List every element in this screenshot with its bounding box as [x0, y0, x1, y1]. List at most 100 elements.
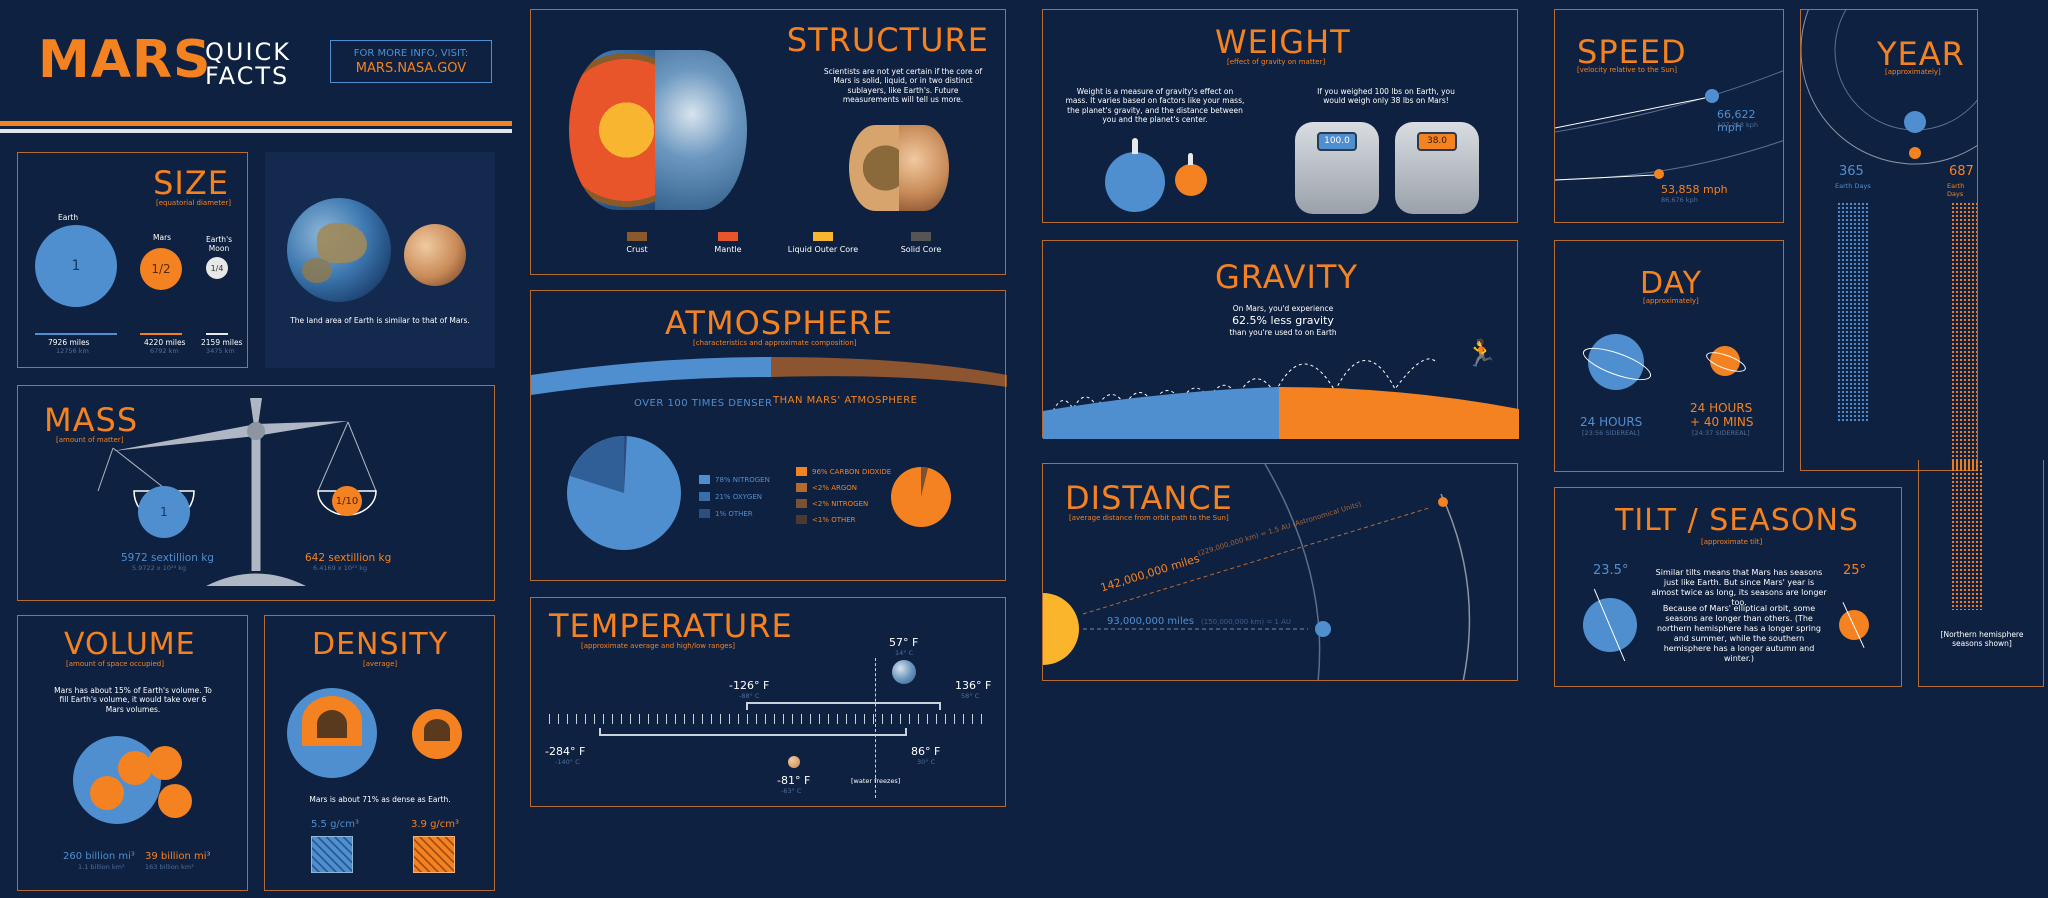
- mars-miles: 4220 miles: [144, 338, 186, 347]
- gravity-line1: On Mars, you'd experience: [1232, 304, 1334, 313]
- person-on-mars-icon: [1188, 153, 1193, 165]
- mars-volume-sphere-3: [158, 784, 192, 818]
- atmosphere-panel: ATMOSPHERE [characteristics and approxim…: [530, 290, 1007, 581]
- earth-mass-sci: 5.9722 x 10²⁴ kg: [132, 564, 187, 572]
- mars-speed-kph: 86,676 kph: [1661, 196, 1698, 204]
- earth-density-value: 5.5 g/cm³: [311, 819, 360, 830]
- moon-label: Earth's Moon: [205, 235, 233, 254]
- volume-subtitle: [amount of space occupied]: [66, 660, 164, 668]
- legend-solid-core: Solid Core: [891, 232, 951, 254]
- earth-scale: 100.0: [1295, 122, 1379, 214]
- earth-structure-globe-right: [655, 50, 747, 210]
- year-orbits: [1801, 10, 1977, 165]
- earth-circle: 1: [35, 225, 117, 307]
- mass-panel: MASS [amount of matter] 1 1/10 5972 sext…: [17, 385, 495, 601]
- volume-panel: VOLUME [amount of space occupied] Mars h…: [17, 615, 248, 891]
- volume-text: Mars has about 15% of Earth's volume. To…: [54, 686, 212, 714]
- speed-subtitle: [velocity relative to the Sun]: [1577, 66, 1677, 74]
- year-note: [Northern hemisphere seasons shown]: [1940, 630, 2024, 649]
- mars-atmo-legend-item: <2% NITROGEN: [796, 499, 891, 508]
- speed-panel: SPEED [velocity relative to the Sun] 66,…: [1554, 9, 1784, 223]
- mars-size-value: 1/2: [151, 262, 171, 276]
- mars-mass-text: 642 sextillion kg: [305, 552, 392, 564]
- earth-low-f: -126° F: [729, 679, 770, 692]
- structure-legend: Crust Mantle Liquid Outer Core Solid Cor…: [583, 232, 983, 262]
- header-stripe-orange: [0, 121, 512, 126]
- earth-atmo-legend-item: 78% NITROGEN: [699, 475, 770, 484]
- earth-avg-f: 57° F: [889, 636, 919, 649]
- mars-circle: 1/2: [140, 248, 182, 290]
- title-quick: QUICK: [205, 38, 292, 66]
- earth-distance-km: (150,000,000 km) = 1 AU: [1201, 618, 1291, 626]
- more-info-label: FOR MORE INFO, VISIT:: [353, 48, 469, 59]
- earth-mass-value: 1: [160, 505, 168, 519]
- legend-solid-core-label: Solid Core: [900, 245, 942, 254]
- earth-atmo-legend-item: 21% OXYGEN: [699, 492, 770, 501]
- earth-diameter-bar: [35, 333, 117, 335]
- atmosphere-band: [531, 357, 1007, 395]
- earth-atmo-legend: 78% NITROGEN 21% OXYGEN 1% OTHER: [699, 475, 770, 518]
- earth-day-sidereal: [23:56 SIDEREAL]: [1582, 429, 1640, 437]
- mars-avg-marker: [788, 756, 800, 768]
- balance-scale: [97, 398, 377, 586]
- weight-title: WEIGHT: [1215, 23, 1351, 61]
- mars-atmo-legend-item: 96% CARBON DIOXIDE: [796, 467, 891, 476]
- earth-density-cube: [311, 836, 353, 873]
- mars-high-c: 30° C: [917, 758, 936, 766]
- temperature-panel: TEMPERATURE [approximate average and hig…: [530, 597, 1006, 807]
- mars-tilt-deg: 25°: [1843, 563, 1867, 578]
- title-mars: MARS: [38, 30, 212, 90]
- earth-miles: 7926 miles: [48, 338, 90, 347]
- day-subtitle: [approximately]: [1643, 297, 1699, 305]
- legend-mantle: Mantle: [698, 232, 758, 254]
- speed-orbits: [1555, 70, 1783, 181]
- weight-text-left: Weight is a measure of gravity's effect …: [1065, 87, 1245, 125]
- earth-volume-km: 1.1 billion km³: [78, 863, 125, 871]
- mars-day-hours1: 24 HOURS: [1690, 401, 1753, 415]
- distance-orbits: [1043, 464, 1471, 680]
- more-info-box[interactable]: FOR MORE INFO, VISIT: MARS.NASA.GOV: [330, 40, 492, 83]
- legend-mantle-swatch: [718, 232, 738, 241]
- atmosphere-title: ATMOSPHERE: [665, 304, 894, 342]
- legend-crust-label: Crust: [626, 245, 648, 254]
- day-title: DAY: [1640, 266, 1703, 301]
- density-panel: DENSITY [average] Mars is about 71% as d…: [264, 615, 495, 891]
- mars-structure-globe: [849, 125, 901, 211]
- header: MARS QUICK FACTS FOR MORE INFO, VISIT: M…: [0, 0, 520, 140]
- mars-diameter-bar: [140, 333, 182, 335]
- person-on-earth-icon: [1132, 138, 1138, 154]
- land-area-panel: The land area of Earth is similar to tha…: [265, 152, 495, 368]
- speed-title: SPEED: [1577, 33, 1687, 71]
- tilt-panel: TILT / SEASONS [approximate tilt] 23.5° …: [1554, 487, 1902, 687]
- earth-low-c: -88° C: [739, 692, 760, 700]
- earth-mass-text: 5972 sextillion kg: [121, 552, 214, 564]
- mars-year-label: Earth Days: [1947, 182, 1965, 198]
- earth-density-cutaway: [287, 688, 377, 778]
- legend-solid-core-swatch: [911, 232, 931, 241]
- mars-density-cube: [413, 836, 455, 873]
- earth-range-bracket: [746, 702, 941, 710]
- mars-range-bracket: [599, 728, 907, 736]
- temperature-ruler: [549, 714, 989, 724]
- mars-year-days: 687: [1949, 164, 1974, 179]
- title-facts: FACTS: [205, 62, 290, 90]
- mars-atmo-legend-item: <2% ARGON: [796, 483, 891, 492]
- legend-crust-swatch: [627, 232, 647, 241]
- mars-weight-circle: [1175, 164, 1207, 196]
- moon-circle: 1/4: [206, 257, 228, 279]
- mars-atmosphere-pie: [891, 467, 951, 527]
- water-freezes-label: [water freezes]: [851, 777, 901, 785]
- tilt-title: TILT / SEASONS: [1615, 503, 1859, 538]
- atmosphere-band-text-orange: THAN MARS' ATMOSPHERE: [773, 395, 918, 406]
- mass-subtitle: [amount of matter]: [56, 436, 124, 444]
- earth-high-f: 136° F: [955, 679, 992, 692]
- gravity-line3: than you're used to on Earth: [1229, 328, 1337, 337]
- more-info-link[interactable]: MARS.NASA.GOV: [355, 61, 467, 76]
- atmosphere-subtitle: [characteristics and approximate composi…: [693, 339, 857, 347]
- mars-volume-sphere-1: [118, 751, 152, 785]
- mars-volume-km: 163 billion km³: [145, 863, 194, 871]
- distance-subtitle: [average distance from orbit path to the…: [1069, 514, 1229, 522]
- mars-volume-sphere-2: [148, 746, 182, 780]
- mars-volume-text: 39 billion mi³: [145, 851, 211, 862]
- mars-scale-display: 38.0: [1417, 132, 1457, 151]
